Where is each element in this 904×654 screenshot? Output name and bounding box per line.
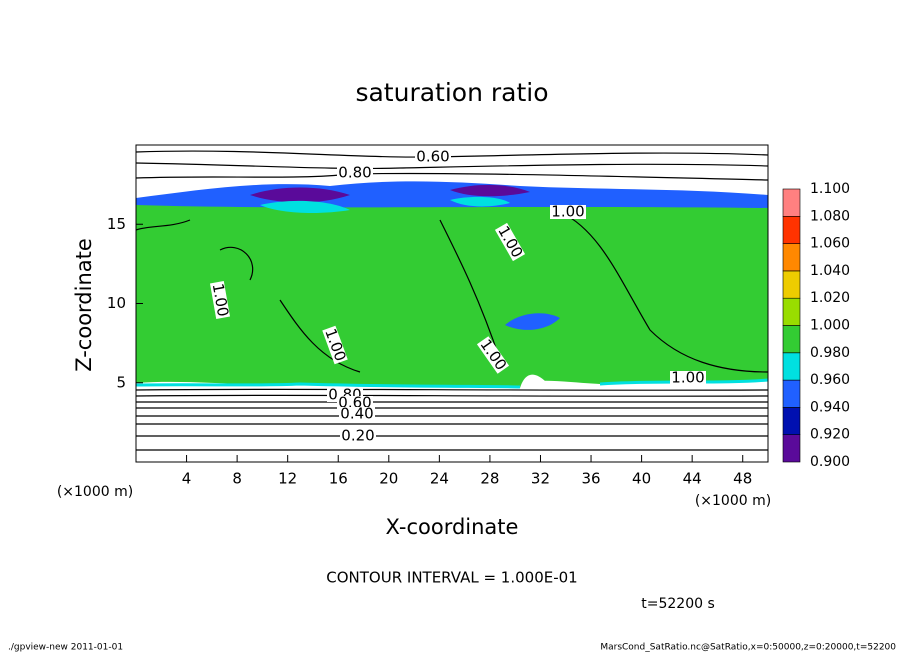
contour-line — [135, 162, 769, 170]
x-tick-label: 24 — [430, 470, 449, 488]
y-unit: (×1000 m) — [57, 484, 133, 500]
footer-left: ./gpview-new 2011-01-01 — [8, 643, 123, 653]
chart-title: saturation ratio — [355, 78, 548, 107]
contour-label-bg — [415, 150, 451, 164]
colorbar-bin — [782, 216, 801, 244]
contour-label-bg — [476, 336, 510, 374]
field-cyan-blob — [260, 196, 510, 213]
contour-line — [135, 407, 769, 409]
contour-line — [135, 394, 769, 397]
colorbar-tick-label: 1.100 — [810, 181, 850, 197]
colorbar-tick-label: 0.940 — [810, 399, 850, 415]
colorbar-tick-label: 0.920 — [810, 427, 850, 443]
x-tick-label: 28 — [480, 470, 499, 488]
x-tick-label: 4 — [182, 470, 192, 488]
y-tick-label: 5 — [116, 373, 126, 391]
colorbar-bin — [782, 352, 801, 381]
colorbar-tick-label: 1.000 — [810, 318, 850, 334]
contour-label-bg — [339, 407, 375, 421]
field-purple-blob — [250, 184, 530, 203]
time-label: t=52200 s — [641, 596, 715, 612]
y-axis-label: Z-coordinate — [72, 238, 96, 372]
contour-label-bg — [340, 429, 376, 443]
contour-label: 0.40 — [340, 405, 373, 423]
colorbar-tick-label: 0.900 — [810, 454, 850, 470]
contour-label: 1.00 — [671, 369, 704, 387]
colorbar-bin — [782, 379, 801, 408]
contour-label: 0.80 — [338, 164, 371, 182]
contour-label: 1.00 — [209, 282, 233, 318]
contour-label: 1.00 — [551, 203, 584, 221]
colorbar-tick-label: 1.040 — [810, 263, 850, 279]
contour-label-bg — [322, 325, 348, 365]
colorbar-bin — [782, 434, 801, 463]
x-tick-label: 36 — [581, 470, 600, 488]
y-tick-label: 15 — [107, 215, 126, 233]
colorbar-tick-label: 0.980 — [810, 345, 850, 361]
contour-label-bg — [337, 396, 373, 410]
x-tick-label: 32 — [531, 470, 550, 488]
x-unit: (×1000 m) — [695, 493, 771, 509]
colorbar-tick-label: 1.020 — [810, 290, 850, 306]
field-white-bottom — [520, 374, 548, 388]
contour-label-bg — [209, 281, 231, 319]
contour-label: 0.60 — [416, 148, 449, 166]
contours — [135, 150, 769, 451]
colorbar-bin — [782, 188, 801, 217]
colorbar-tick-label: 0.960 — [810, 372, 850, 388]
contour-line — [135, 211, 769, 373]
contour-line — [135, 415, 769, 417]
x-tick-label: 8 — [232, 470, 242, 488]
x-tick-label: 20 — [379, 470, 398, 488]
colorbar-bin — [782, 325, 801, 354]
contour-line — [135, 401, 769, 403]
contour-label: 0.20 — [341, 427, 374, 445]
field-blue-patch — [505, 313, 560, 330]
contour-line — [135, 388, 769, 391]
contour-interval: CONTOUR INTERVAL = 1.000E-01 — [326, 569, 577, 587]
contour-line — [135, 423, 769, 425]
contour-label-bg — [550, 205, 586, 219]
colorbar-bin — [782, 270, 801, 299]
colorbar-bin — [782, 407, 801, 435]
x-tick-label: 12 — [278, 470, 297, 488]
y-tick-label: 10 — [107, 294, 126, 312]
colorbar-tick-label: 1.080 — [810, 208, 850, 224]
field-green — [136, 205, 768, 388]
x-tick-label: 16 — [329, 470, 348, 488]
colorbar-bin — [782, 243, 801, 272]
x-axis-label: X-coordinate — [386, 515, 519, 539]
footer-right: MarsCond_SatRatio.nc@SatRatio,x=0:50000,… — [600, 643, 896, 653]
x-tick-label: 48 — [733, 470, 752, 488]
colorbar-bin — [782, 297, 801, 326]
colorbar-tick-label: 1.060 — [810, 236, 850, 252]
contour-label-bg — [670, 371, 706, 385]
x-tick-label: 44 — [683, 470, 702, 488]
contour-line — [135, 172, 769, 181]
contour-label-bg — [337, 166, 373, 180]
field — [135, 181, 769, 389]
contour-label-bg — [494, 222, 526, 262]
x-tick-label: 40 — [632, 470, 651, 488]
